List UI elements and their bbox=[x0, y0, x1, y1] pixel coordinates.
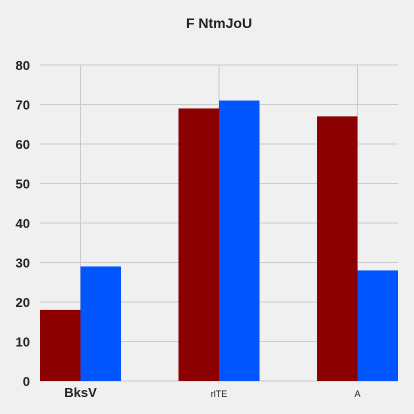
bar-bksv-series-1 bbox=[40, 309, 81, 381]
bar-rlte-series-1 bbox=[178, 108, 219, 381]
bar-a-series-1 bbox=[317, 116, 358, 381]
y-tick-label: 70 bbox=[16, 98, 30, 113]
bar-bksv-series-2 bbox=[80, 266, 121, 381]
x-tick-label-a: A bbox=[354, 389, 360, 399]
bar-a-series-2 bbox=[357, 270, 398, 381]
chart-title: F NtmJoU bbox=[186, 15, 252, 31]
x-tick-label-bksv: BksV bbox=[64, 385, 97, 400]
y-tick-label: 30 bbox=[16, 256, 30, 271]
y-tick-label: 0 bbox=[23, 374, 30, 389]
y-tick-label: 20 bbox=[16, 295, 30, 310]
y-tick-label: 60 bbox=[16, 137, 30, 152]
y-tick-label: 10 bbox=[16, 335, 30, 350]
x-tick-label-rlte: rlTE bbox=[211, 389, 228, 399]
x-axis-ticks: BksV rlTE A bbox=[64, 385, 360, 400]
y-axis-ticks: 0 10 20 30 40 50 60 70 80 bbox=[16, 58, 30, 389]
bars bbox=[40, 100, 398, 382]
y-tick-label: 50 bbox=[16, 177, 30, 192]
bar-rlte-series-2 bbox=[219, 100, 260, 382]
y-tick-label: 40 bbox=[16, 216, 30, 231]
y-tick-label: 80 bbox=[16, 58, 30, 73]
